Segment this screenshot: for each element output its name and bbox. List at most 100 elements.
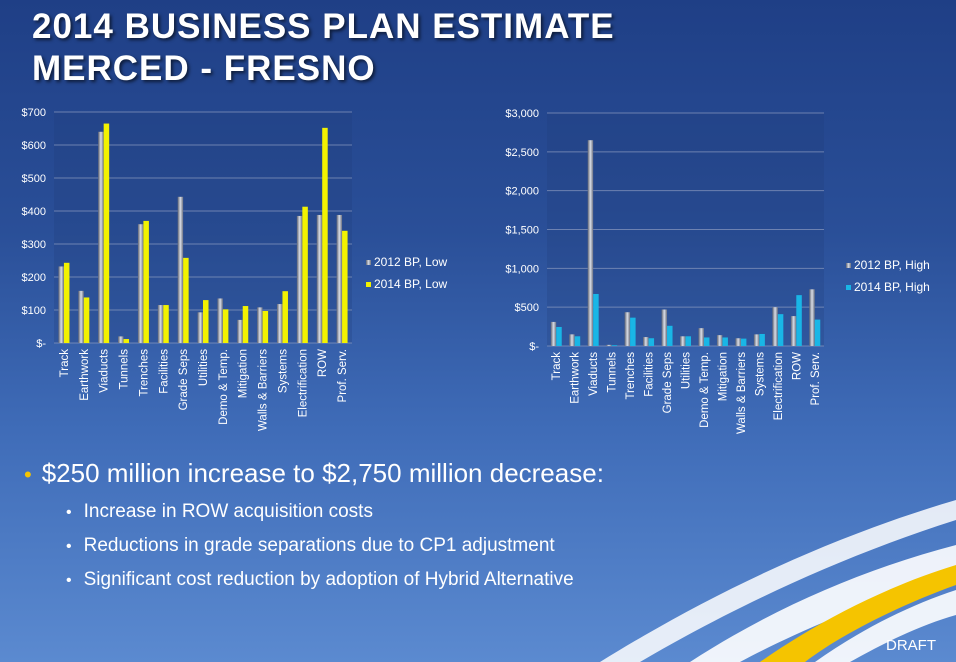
x-tick-label: Systems (277, 349, 289, 393)
bar (58, 266, 64, 343)
y-tick-label: $100 (22, 305, 46, 317)
bullet-dot-icon: • (24, 462, 32, 487)
bar (242, 306, 249, 343)
bar (790, 316, 797, 346)
bar (661, 309, 668, 346)
x-tick-label: Mitigation (717, 352, 729, 401)
bar (722, 337, 728, 346)
sub-bullet: • Significant cost reduction by adoption… (66, 569, 604, 591)
y-tick-label: $1,000 (505, 263, 539, 275)
bar (222, 309, 229, 343)
x-tick-label: Systems (754, 352, 766, 396)
legend-label: 2014 BP, Low (374, 277, 448, 291)
bar (593, 293, 599, 346)
title-line-1: 2014 BUSINESS PLAN ESTIMATE (32, 7, 615, 46)
y-tick-label: $400 (22, 206, 46, 218)
bar (177, 196, 184, 343)
bar (342, 230, 348, 343)
sub-bullet: • Increase in ROW acquisition costs (66, 501, 604, 523)
sub-bullet-text: Increase in ROW acquisition costs (83, 501, 373, 522)
y-tick-label: $300 (22, 239, 46, 251)
bar (630, 317, 636, 346)
y-tick-label: $2,500 (505, 147, 539, 159)
x-tick-label: Utilities (198, 349, 210, 386)
bullet-dot-icon: • (66, 504, 72, 521)
bar (606, 344, 612, 346)
bar (569, 334, 575, 346)
x-tick-label: Track (551, 352, 563, 381)
main-bullet-text: $250 million increase to $2,750 million … (41, 458, 604, 488)
bar (336, 214, 343, 343)
bar (103, 123, 110, 343)
bar (796, 295, 802, 346)
y-tick-label: $700 (22, 107, 46, 119)
slide-title: 2014 BUSINESS PLAN ESTIMATE MERCED - FRE… (32, 6, 615, 90)
x-tick-label: Tunnels (607, 352, 619, 393)
bar (574, 336, 581, 346)
bar (716, 335, 723, 346)
bar (217, 298, 223, 343)
high-estimate-chart: $- $500 $1,000 $1,500 $2,000 $2,500 $3,000 Trac… (480, 100, 956, 460)
bar (740, 338, 747, 346)
legend-label: 2012 BP, Low (374, 255, 448, 269)
y-tick-label: $3,000 (505, 108, 539, 120)
bar (624, 312, 631, 346)
legend-swatch (846, 285, 851, 290)
bar (735, 338, 741, 346)
x-tick-label: Demo & Temp. (699, 352, 711, 428)
legend-label: 2014 BP, High (854, 280, 930, 294)
bar (296, 215, 303, 343)
x-tick-label: Trenches (138, 349, 150, 397)
legend-swatch (846, 263, 851, 268)
legend-swatch (366, 260, 371, 265)
bullet-list: • $250 million increase to $2,750 millio… (24, 458, 604, 591)
main-bullet: • $250 million increase to $2,750 millio… (24, 458, 604, 489)
bar (276, 304, 283, 343)
x-tick-label: Electrification (297, 349, 309, 417)
bar (556, 326, 562, 346)
bar (262, 310, 269, 343)
high-estimate-chart-svg: $- $500 $1,000 $1,500 $2,000 $2,500 $3,000 Trac… (505, 108, 930, 434)
bar (63, 262, 70, 343)
x-tick-label: Facilities (644, 352, 656, 397)
x-tick-label: Tunnels (119, 349, 131, 390)
x-tick-label: Walls & Barriers (258, 349, 270, 431)
x-tick-label: ROW (791, 352, 803, 380)
bar (118, 336, 124, 343)
x-tick-label: Viaducts (588, 352, 600, 396)
bar (157, 305, 164, 343)
x-tick-label: Utilities (681, 352, 693, 389)
x-tick-label: Track (59, 349, 71, 378)
x-tick-label: Prof. Serv. (810, 352, 822, 405)
x-tick-label: Grade Seps (662, 352, 674, 414)
x-tick-label: Prof. Serv. (337, 349, 349, 402)
draft-label: DRAFT (886, 637, 936, 654)
bar (83, 297, 90, 343)
bar (753, 334, 760, 346)
bar (648, 338, 655, 346)
x-tick-label: Trenches (625, 352, 637, 400)
y-tick-label: $- (529, 341, 539, 353)
bar (78, 290, 84, 343)
bar (282, 291, 288, 343)
bullet-dot-icon: • (66, 572, 72, 589)
x-tick-label: Mitigation (238, 349, 250, 398)
bar (680, 336, 686, 346)
x-tick-label: Grade Seps (178, 349, 190, 411)
bar (163, 305, 169, 343)
bar (98, 131, 104, 343)
low-estimate-chart-svg: $- $100 $200 $300 $400 $500 $600 $700 Track Earth… (22, 107, 448, 431)
bar (143, 220, 149, 343)
sub-bullet-text: Significant cost reduction by adoption o… (83, 569, 574, 590)
x-tick-label: ROW (317, 349, 329, 377)
x-tick-label: Demo & Temp. (218, 349, 230, 425)
bar (123, 339, 130, 343)
bullet-dot-icon: • (66, 538, 72, 555)
y-tick-label: $2,000 (505, 186, 539, 198)
bar (814, 319, 821, 346)
y-tick-label: $500 (22, 173, 46, 185)
bar (316, 214, 323, 343)
bar (703, 337, 710, 346)
x-tick-label: Earthwork (79, 349, 91, 401)
